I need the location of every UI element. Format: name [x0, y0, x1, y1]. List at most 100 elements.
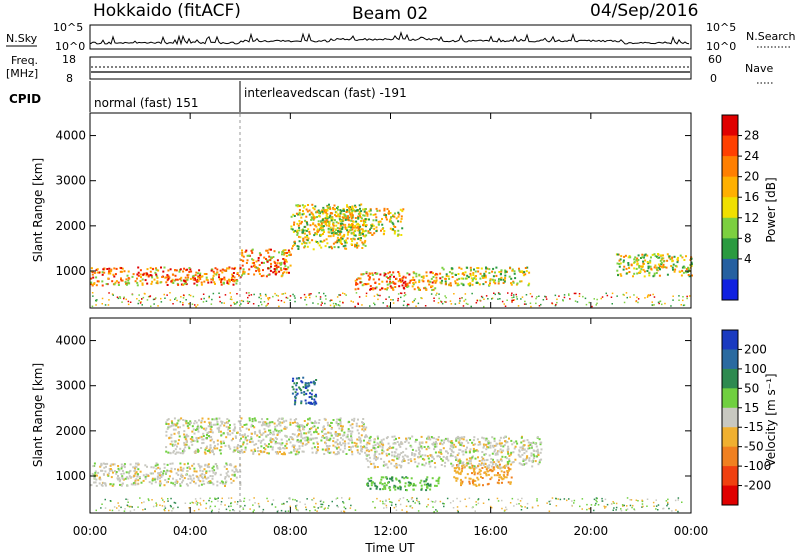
echo-cell	[329, 235, 332, 238]
echo-cell	[398, 464, 401, 467]
echo-cell	[469, 462, 471, 465]
echo-cell	[454, 280, 457, 283]
echo-cell	[629, 504, 632, 507]
echo-cell	[335, 433, 338, 436]
echo-cell	[439, 442, 442, 445]
echo-cell	[307, 237, 310, 240]
echo-cell	[333, 305, 336, 307]
echo-cell	[159, 281, 162, 284]
echo-cell	[170, 481, 173, 484]
echo-cell	[366, 213, 369, 216]
colorbar-swatch-8	[722, 279, 738, 301]
echo-cell	[345, 436, 348, 439]
echo-cell	[514, 445, 517, 448]
echo-cell	[421, 454, 424, 457]
echo-cell	[309, 392, 312, 395]
echo-cell	[641, 256, 644, 259]
echo-cell	[406, 303, 409, 306]
echo-cell	[141, 282, 144, 285]
echo-cell	[341, 235, 344, 238]
echo-cell	[352, 233, 355, 236]
echo-cell	[395, 463, 398, 466]
echo-cell	[198, 508, 200, 511]
echo-cell	[441, 459, 444, 462]
echo-cell	[334, 453, 337, 456]
colorbar-swatch-7	[722, 466, 738, 487]
echo-cell	[462, 305, 465, 307]
echo-cell	[482, 283, 485, 286]
echo-cell	[455, 274, 457, 276]
echo-cell	[120, 473, 123, 475]
echo-cell	[482, 484, 484, 487]
echo-cell	[524, 300, 526, 303]
echo-cell	[646, 254, 649, 257]
echo-cell	[397, 293, 400, 295]
echo-cell	[325, 438, 328, 441]
echo-cell	[321, 210, 324, 213]
echo-cell	[402, 458, 405, 461]
echo-cell	[200, 426, 203, 429]
echo-cell	[352, 209, 355, 212]
echo-cell	[449, 502, 452, 504]
xtick-label-1: 04:00	[173, 524, 208, 538]
echo-cell	[538, 461, 541, 464]
echo-cell	[676, 261, 679, 264]
echo-cell	[279, 424, 282, 427]
echo-cell	[603, 505, 605, 508]
echo-cell	[575, 292, 577, 295]
echo-cell	[388, 486, 391, 489]
echo-cell	[514, 277, 517, 280]
echo-cell	[377, 446, 380, 449]
echo-cell	[674, 268, 677, 271]
nave-label: Nave	[745, 62, 773, 75]
echo-cell	[305, 303, 308, 306]
echo-cell	[125, 282, 128, 285]
echo-cell	[397, 229, 400, 232]
echo-cell	[673, 270, 676, 273]
echo-cell	[317, 303, 319, 305]
echo-cell	[487, 298, 489, 300]
echo-cell	[325, 298, 327, 300]
echo-cell	[99, 465, 102, 468]
echo-cell	[408, 303, 410, 306]
echo-cell	[211, 418, 214, 421]
echo-cell	[458, 266, 461, 269]
colorbar-tick-label-1: 24	[744, 149, 759, 163]
echo-cell	[498, 479, 500, 482]
echo-cell	[488, 284, 491, 286]
echo-cell	[618, 259, 621, 262]
echo-cell	[365, 211, 368, 214]
echo-cell	[220, 503, 222, 506]
echo-cell	[349, 224, 352, 227]
echo-cell	[379, 488, 382, 491]
echo-cell	[200, 419, 203, 422]
echo-cell	[474, 443, 477, 446]
colorbar-tick-label-7: -200	[744, 479, 771, 493]
echo-cell	[300, 435, 303, 438]
echo-cell	[205, 273, 208, 275]
echo-cell	[211, 438, 214, 441]
echo-cell	[300, 222, 303, 225]
echo-cell	[310, 381, 312, 384]
echo-cell	[311, 389, 314, 392]
echo-cell	[179, 484, 182, 487]
echo-cell	[399, 453, 401, 456]
echo-cell	[351, 240, 354, 243]
echo-cell	[224, 504, 226, 506]
velocity-xlabel: Time UT	[364, 541, 415, 554]
echo-cell	[340, 510, 343, 513]
echo-cell	[509, 481, 512, 484]
echo-cell	[336, 296, 339, 298]
echo-cell	[524, 273, 527, 276]
echo-cell	[298, 377, 301, 380]
echo-cell	[277, 509, 279, 512]
echo-cell	[658, 266, 661, 269]
echo-cell	[503, 280, 506, 283]
echo-cell	[147, 498, 150, 500]
echo-cell	[192, 295, 195, 298]
echo-cell	[171, 510, 173, 512]
echo-cell	[304, 229, 307, 232]
echo-cell	[104, 507, 107, 509]
echo-cell	[591, 305, 593, 308]
echo-cell	[486, 267, 489, 270]
